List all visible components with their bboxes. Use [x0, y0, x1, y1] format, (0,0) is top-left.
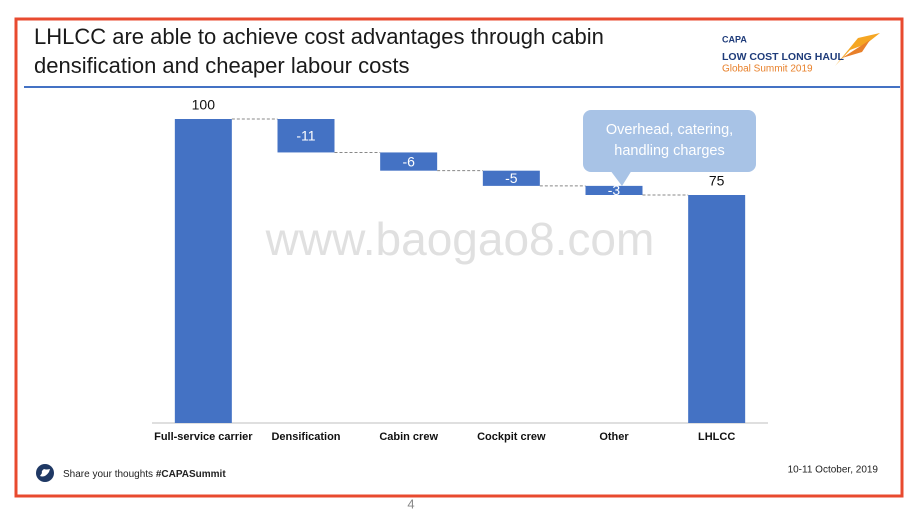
footer-share: Share your thoughts #CAPASummit: [63, 469, 226, 480]
x-tick-label: LHLCC: [698, 431, 735, 443]
logo-wing: [842, 40, 870, 58]
watermark: www.baogao8.com: [265, 213, 655, 265]
callout: Overhead, catering, handling charges: [583, 110, 756, 172]
data-label: -6: [402, 153, 415, 169]
footer-share-text: Share your thoughts: [63, 469, 153, 480]
data-label: -11: [296, 127, 315, 143]
page-number: 4: [407, 496, 414, 511]
logo-line1: LOW COST LONG HAUL: [722, 51, 844, 63]
data-label: 100: [192, 97, 216, 113]
slide-border: [14, 17, 904, 498]
bar: [688, 195, 746, 423]
x-tick-label: Densification: [271, 431, 340, 443]
bar: [482, 170, 540, 186]
logo-brand: CAPA: [722, 34, 747, 44]
x-tick-label: Cabin crew: [379, 431, 438, 443]
logo-line2: Global Summit 2019: [722, 64, 813, 75]
x-tick-label: Other: [599, 431, 629, 443]
data-label: -5: [505, 170, 518, 186]
x-tick-label: Cockpit crew: [477, 431, 546, 443]
twitter-bird: [40, 469, 50, 477]
slide-title: LHLCC are able to achieve cost advantage…: [34, 24, 604, 78]
data-label: -3: [608, 182, 621, 198]
bar: [174, 119, 232, 423]
footer-date: 10-11 October, 2019: [788, 465, 879, 476]
data-label: 75: [709, 173, 725, 189]
bar: [277, 119, 335, 153]
x-tick-label: Full-service carrier: [154, 431, 253, 443]
callout-tail: [610, 170, 632, 186]
footer-hashtag: #CAPASummit: [156, 469, 226, 480]
bar: [380, 152, 438, 171]
bar: [585, 185, 643, 195]
